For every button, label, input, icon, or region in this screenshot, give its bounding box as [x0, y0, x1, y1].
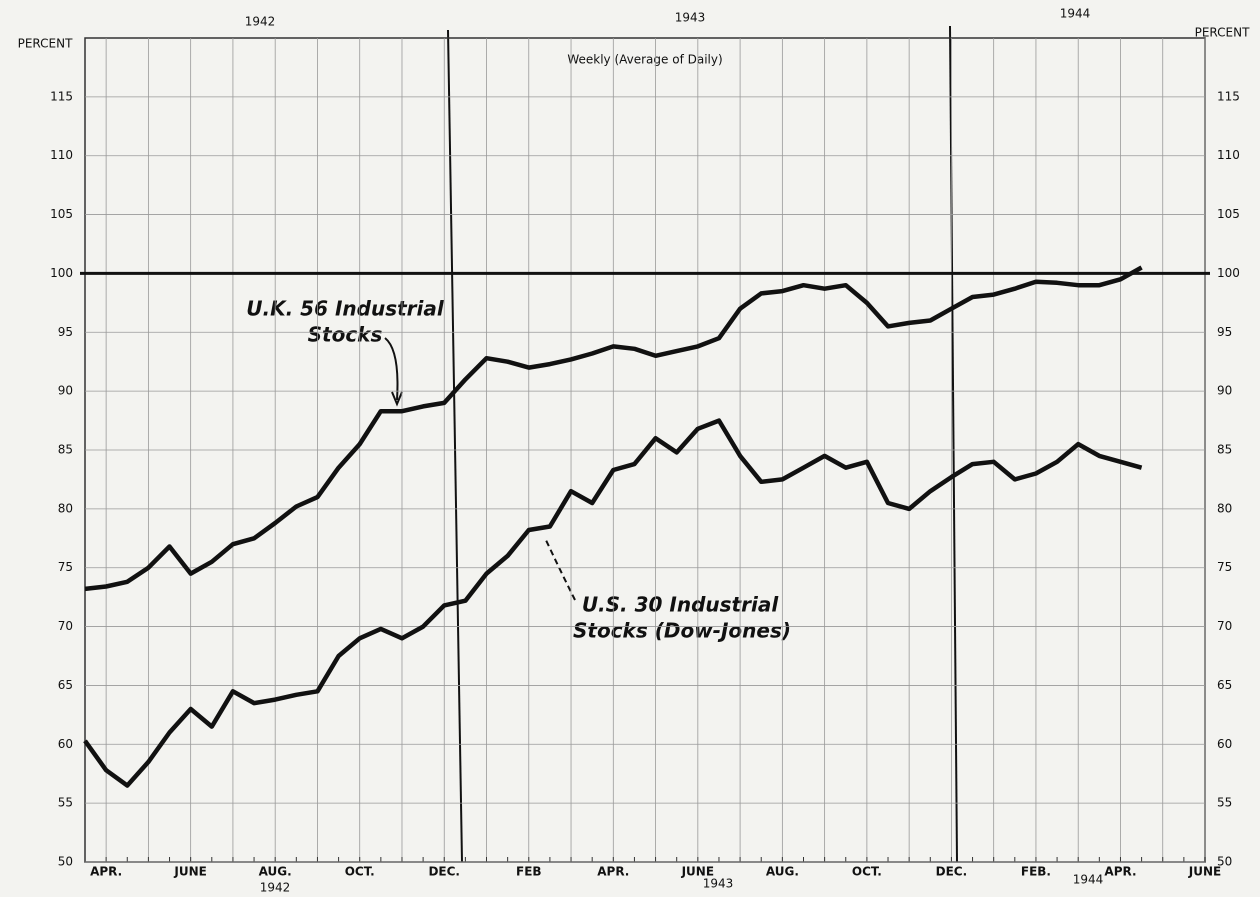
bottom-year: 1944: [1073, 873, 1104, 887]
y2-tick-label: 115: [1217, 89, 1240, 103]
x-tick-label: OCT.: [852, 865, 882, 879]
y2-tick-label: 65: [1217, 678, 1232, 692]
x-tick-label: APR.: [1104, 865, 1136, 879]
x-tick-label: JUNE: [173, 865, 206, 879]
y-tick-label: 85: [58, 443, 73, 457]
annotation-arrow: [384, 337, 399, 401]
y-tick-label: 95: [58, 325, 73, 339]
bottom-year: 1942: [260, 881, 291, 895]
y2-tick-label: 75: [1217, 560, 1232, 574]
x-tick-label: AUG.: [766, 865, 799, 879]
top-year: 1944: [1060, 7, 1091, 21]
series-line: [84, 265, 1143, 592]
y-tick-label: 80: [58, 501, 73, 515]
x-tick-label: FEB: [516, 865, 542, 879]
x-tick-label: APR.: [90, 865, 122, 879]
y-tick-label: 60: [58, 737, 73, 751]
y2-tick-label: 60: [1217, 737, 1232, 751]
series-line: [83, 418, 1143, 788]
y2-axis-label: PERCENT: [1195, 26, 1250, 40]
y-tick-label: 105: [50, 207, 73, 221]
x-tick-label: FEB.: [1021, 865, 1051, 879]
x-tick-label: DEC.: [428, 865, 460, 879]
y-tick-label: 55: [58, 796, 73, 810]
annotation: Stocks (Dow-Jones): [573, 619, 791, 643]
annotation: U.K. 56 Industrial: [246, 297, 445, 321]
y2-tick-label: 70: [1217, 619, 1232, 633]
annotation-arrow: [544, 537, 576, 601]
bottom-year: 1943: [703, 877, 734, 891]
x-tick-label: APR.: [597, 865, 629, 879]
y-tick-label: 90: [58, 384, 73, 398]
y-tick-label: 100: [50, 266, 73, 280]
annotation: Stocks: [308, 323, 383, 347]
year-divider: [447, 29, 463, 863]
chart-title: Weekly (Average of Daily): [567, 53, 722, 67]
y2-tick-label: 50: [1217, 855, 1232, 869]
y2-tick-label: 110: [1217, 148, 1240, 162]
y-tick-label: 70: [58, 619, 73, 633]
annotation: U.S. 30 Industrial: [582, 593, 780, 617]
y2-tick-label: 90: [1217, 384, 1232, 398]
annotation-arrow: [391, 391, 403, 407]
x-tick-label: DEC.: [936, 865, 968, 879]
y2-tick-label: 105: [1217, 207, 1240, 221]
y2-tick-label: 55: [1217, 796, 1232, 810]
y-tick-label: 75: [58, 560, 73, 574]
x-tick-label: JUNE: [1188, 865, 1221, 879]
x-tick-label: OCT.: [345, 865, 375, 879]
top-year: 1943: [675, 11, 706, 25]
x-tick-label: JUNE: [681, 865, 714, 879]
y-tick-label: 50: [58, 855, 73, 869]
y-axis-label: PERCENT: [18, 37, 73, 51]
y-tick-label: 65: [58, 678, 73, 692]
y2-tick-label: 85: [1217, 443, 1232, 457]
top-year: 1942: [245, 15, 276, 29]
y2-tick-label: 80: [1217, 501, 1232, 515]
y-tick-label: 115: [50, 89, 73, 103]
y2-tick-label: 100: [1217, 266, 1240, 280]
y2-tick-label: 95: [1217, 325, 1232, 339]
y-tick-label: 110: [50, 148, 73, 162]
x-tick-label: AUG.: [259, 865, 292, 879]
